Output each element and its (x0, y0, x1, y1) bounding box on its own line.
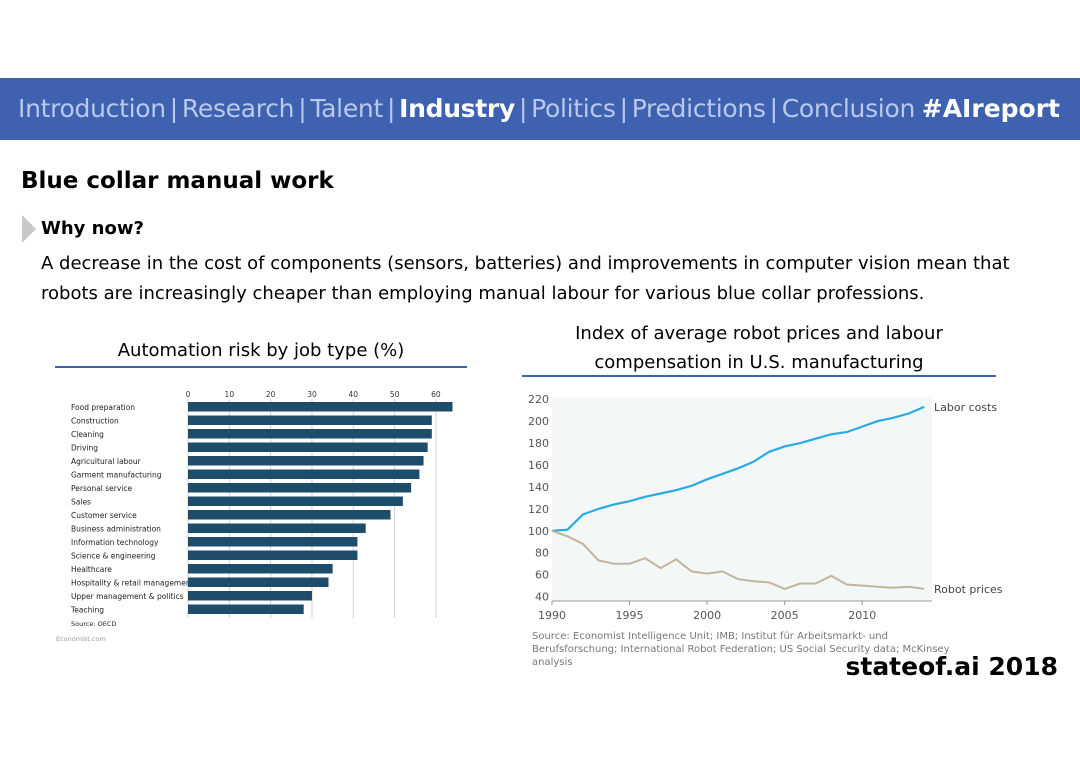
x-tick-label: 2005 (771, 609, 799, 622)
hashtag: #AIreport (921, 94, 1060, 123)
bar-category-label: Healthcare (71, 565, 112, 574)
bar-category-label: Teaching (70, 606, 104, 615)
page-title: Blue collar manual work (21, 168, 334, 194)
y-tick-label: 220 (528, 393, 549, 406)
bar (188, 483, 412, 493)
line-chart-source: Source: Economist Intelligence Unit; IMB… (532, 631, 950, 668)
bar-x-tick-label: 20 (266, 390, 276, 399)
bar (188, 456, 424, 466)
bar-category-label: Upper management & politics (71, 592, 184, 601)
bar (188, 577, 329, 587)
nav-separator: | (619, 94, 628, 123)
bar (188, 402, 453, 412)
bar (188, 537, 358, 547)
bar (188, 496, 403, 506)
nav-item-introduction[interactable]: Introduction (18, 94, 166, 123)
nav-separator: | (518, 94, 528, 123)
bar (188, 415, 432, 425)
bar-category-label: Business administration (71, 525, 161, 534)
nav-item-industry[interactable]: Industry (399, 94, 515, 123)
bar-x-tick-label: 10 (225, 390, 235, 399)
y-tick-label: 140 (528, 481, 549, 494)
line-chart: 40 60 80 100 120 140 160 180 200 220 1990 1995 2000 2… (528, 393, 1003, 622)
nav-separator: | (298, 94, 307, 123)
y-tick-label: 100 (528, 525, 549, 538)
bar-x-tick-label: 50 (390, 390, 400, 399)
y-tick-label: 40 (535, 591, 549, 604)
series-label: Labor costs (934, 401, 997, 414)
bar (188, 591, 312, 601)
series-label: Robot prices (934, 583, 1003, 596)
bar (188, 604, 304, 614)
y-tick-label: 200 (528, 415, 549, 428)
nav-separator: | (386, 94, 396, 123)
bar-x-tick-label: 40 (349, 390, 359, 399)
x-tick-label: 2000 (693, 609, 721, 622)
y-tick-label: 180 (528, 437, 549, 450)
bar-category-label: Information technology (71, 538, 159, 547)
bar-x-tick-label: 30 (307, 390, 317, 399)
bar-chart-title-rule (55, 366, 467, 368)
x-tick-label: 1990 (538, 609, 566, 622)
footer-brand: stateof.ai 2018 (845, 652, 1058, 681)
nav-bar: Introduction | Research | Talent | Industry | Po… (0, 78, 1080, 140)
nav-links: Introduction | Research | Talent | Industry | Po… (18, 78, 915, 140)
bar-chart-title: Automation risk by job type (%) (117, 340, 405, 361)
bar-category-label: Construction (71, 417, 119, 426)
nav-item-talent[interactable]: Talent (310, 94, 383, 123)
line-chart-title: Index of average robot prices and labour… (575, 323, 943, 373)
bar-chart-source: Source: OECD (71, 620, 116, 628)
bar-category-label: Driving (71, 444, 98, 453)
bar-x-tick-label: 60 (431, 390, 441, 399)
bar-category-label: Agricultural labour (71, 457, 142, 466)
x-tick-label: 2010 (848, 609, 876, 622)
bullet-arrow-icon (22, 215, 36, 243)
bar-category-label: Hospitality & retail management (71, 579, 194, 588)
bar (188, 550, 358, 560)
bar-x-tick-label: 0 (186, 390, 191, 399)
series-line-robot-prices (551, 529, 925, 590)
bar-chart-credit: Economist.com (56, 635, 106, 643)
nav-item-politics[interactable]: Politics (531, 94, 616, 123)
plot-background (552, 397, 932, 601)
body-text: A decrease in the cost of components (se… (41, 253, 1010, 304)
nav-separator: | (769, 94, 778, 123)
bar (188, 523, 366, 533)
bar-category-label: Customer service (71, 511, 137, 520)
bar (188, 442, 428, 452)
y-tick-label: 160 (528, 459, 549, 472)
bar (188, 469, 420, 479)
y-tick-label: 60 (535, 569, 549, 582)
bar-category-label: Cleaning (71, 430, 104, 439)
nav-separator: | (169, 94, 178, 123)
bar (188, 429, 432, 439)
y-tick-label: 80 (535, 547, 549, 560)
bar-category-label: Sales (71, 498, 91, 507)
bar-chart: 0 10 20 30 40 50 60 Food preparation Constructio… (56, 390, 453, 643)
bar-category-label: Science & engineering (71, 552, 156, 561)
series-line-labor-costs (551, 405, 925, 532)
bar-category-label: Garment manufacturing (71, 471, 162, 480)
bar-category-label: Personal service (71, 484, 133, 493)
bar (188, 564, 333, 574)
nav-item-conclusion[interactable]: Conclusion (781, 94, 916, 123)
bar-category-label: Food preparation (71, 403, 135, 412)
line-chart-title-rule (522, 375, 996, 377)
subheading: Why now? (41, 218, 144, 239)
x-tick-label: 1995 (616, 609, 644, 622)
nav-item-predictions[interactable]: Predictions (631, 94, 766, 123)
y-tick-label: 120 (528, 503, 549, 516)
nav-item-research[interactable]: Research (181, 94, 295, 123)
bar (188, 510, 391, 520)
